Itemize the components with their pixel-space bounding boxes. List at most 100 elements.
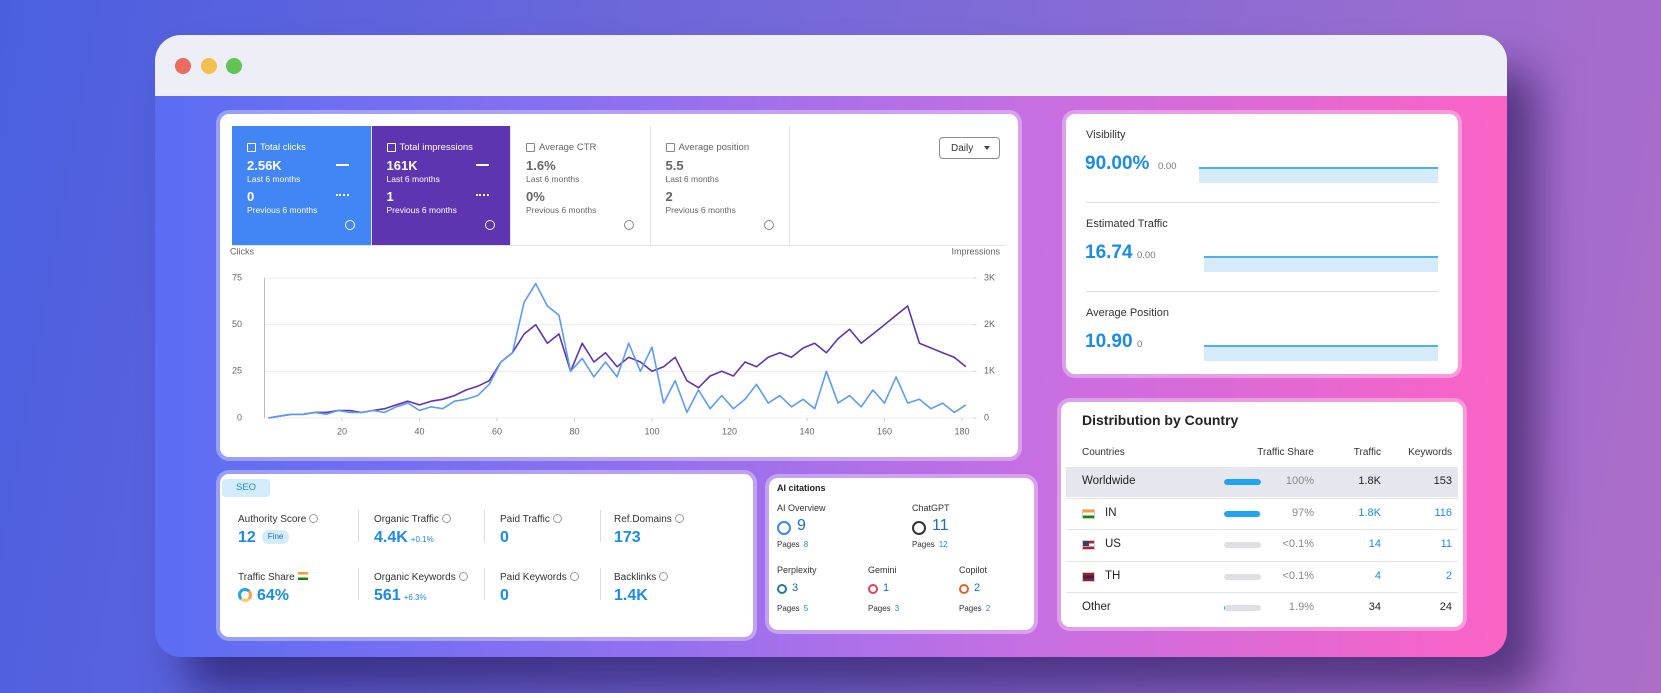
- info-icon[interactable]: [441, 514, 451, 523]
- period-label: Previous 6 months: [247, 205, 318, 215]
- flag: [1082, 540, 1095, 550]
- x-tick-label: 40: [414, 426, 424, 436]
- source-icon: [912, 521, 926, 535]
- citation-count: 3: [792, 582, 799, 594]
- info-icon[interactable]: [309, 514, 319, 523]
- metric-label: Ref.Domains: [614, 514, 684, 525]
- x-tick-label: 20: [337, 426, 347, 436]
- x-tick-label: 60: [492, 426, 502, 436]
- info-icon[interactable]: [458, 572, 468, 581]
- metric-label: Average Position: [1086, 307, 1169, 319]
- metric-value: 173: [614, 529, 641, 546]
- column-divider: [358, 510, 359, 542]
- period-label: Previous 6 months: [386, 205, 457, 215]
- period-label: Last 6 months: [526, 174, 580, 184]
- country-name: Other: [1082, 601, 1111, 613]
- y2-tick-label: 0: [984, 412, 989, 422]
- citation-count: 2: [974, 582, 981, 594]
- y2-tick-label: 3K: [984, 272, 995, 282]
- share-bar-track: [1224, 510, 1261, 517]
- source-name: Gemini: [868, 565, 897, 575]
- period-label: Last 6 months: [386, 174, 440, 184]
- period-label: Previous 6 months: [526, 205, 597, 215]
- metric-label: Estimated Traffic: [1086, 218, 1168, 230]
- line-style-dashed: [336, 194, 349, 196]
- pages-count: 12: [938, 540, 948, 549]
- metric-card[interactable]: Average CTR 1.6% Last 6 months 0% Previous 6…: [511, 126, 651, 245]
- seo-tag: SEO: [222, 479, 270, 497]
- source-icon: [777, 521, 791, 535]
- metric-change: 0.00: [1137, 250, 1156, 261]
- metric-change: 0.00: [1158, 161, 1177, 172]
- keywords: 2: [1445, 569, 1452, 582]
- info-icon[interactable]: [569, 572, 579, 581]
- help-icon[interactable]: [345, 220, 355, 230]
- dropdown-label: Daily: [951, 143, 974, 154]
- keywords: 24: [1439, 601, 1452, 613]
- line-style-solid: [475, 164, 489, 166]
- citation-count: 9: [797, 517, 806, 534]
- metric-change: 0: [1137, 339, 1143, 350]
- title-bar: [155, 35, 1507, 96]
- checkbox: [526, 143, 535, 152]
- share-bar: [1224, 510, 1260, 517]
- metric-value: 90.00%: [1085, 153, 1150, 174]
- info-icon[interactable]: [674, 514, 684, 523]
- y-tick-label: 75: [232, 272, 242, 282]
- y2-tick-label: 2K: [984, 319, 995, 329]
- visibility-panel: Visibility 90.00% 0.00 Estimated Traffic 16.…: [1066, 114, 1458, 374]
- y-tick-label: 50: [232, 319, 242, 329]
- help-icon[interactable]: [763, 220, 774, 230]
- previous-value: 1: [386, 189, 394, 204]
- y-tick-label: 25: [232, 366, 242, 376]
- interval-dropdown[interactable]: Daily: [939, 137, 1000, 159]
- checkbox: [247, 143, 256, 152]
- help-icon[interactable]: [624, 220, 634, 230]
- share-bar: [1224, 605, 1225, 611]
- column-divider: [484, 510, 485, 542]
- pages-label: Pages 8: [777, 540, 809, 549]
- panel-title: AI citations: [777, 483, 826, 493]
- metric-card[interactable]: Total clicks 2.56K Last 6 months 0 Previous …: [232, 126, 372, 245]
- x-tick-label: 140: [799, 426, 814, 436]
- traffic-share: 97%: [1291, 506, 1314, 519]
- metric-value: 0: [500, 529, 509, 546]
- y2-axis-title: Impressions: [951, 246, 1000, 256]
- flag: [1082, 508, 1095, 519]
- country-panel: Distribution by Country Countries Traffic …: [1061, 402, 1463, 627]
- x-tick-label: 180: [954, 426, 969, 436]
- minimize-button[interactable]: [201, 58, 217, 74]
- keywords: 153: [1433, 475, 1452, 487]
- pages-count: 2: [985, 604, 991, 613]
- metric-card[interactable]: Average position 5.5 Last 6 months 2 Previou…: [650, 126, 790, 245]
- close-button[interactable]: [175, 58, 191, 74]
- country-name: Worldwide: [1082, 475, 1136, 487]
- previous-value: 0%: [526, 189, 545, 204]
- data-line: [268, 305, 967, 419]
- help-icon[interactable]: [484, 220, 495, 230]
- metric-card[interactable]: Total impressions 161K Last 6 months 1 Previ…: [371, 126, 511, 245]
- metric-label: Visibility: [1086, 129, 1126, 141]
- x-tick-label: 120: [722, 426, 737, 436]
- info-icon[interactable]: [552, 514, 562, 523]
- column-header: Traffic: [1353, 447, 1381, 458]
- metric-value: 64%: [257, 587, 290, 604]
- previous-value: 0: [247, 189, 255, 204]
- pages-label: Pages 3: [868, 604, 900, 613]
- maximize-button[interactable]: [226, 58, 242, 74]
- share-bar-track: [1224, 479, 1261, 485]
- checkbox: [386, 143, 396, 152]
- metric-value: 1.4K: [614, 587, 648, 604]
- sparkline: [1204, 256, 1438, 272]
- pages-label: Pages 12: [912, 540, 948, 549]
- caret: [984, 146, 990, 150]
- card-label: Average position: [678, 142, 750, 153]
- y2-tick-label: 1K: [984, 366, 995, 376]
- traffic-share: <0.1%: [1282, 569, 1315, 582]
- share-bar: [1224, 479, 1261, 485]
- metric-label: Authority Score: [238, 514, 319, 525]
- column-header: Traffic Share: [1257, 447, 1314, 458]
- info-icon[interactable]: [659, 572, 669, 581]
- share-bar-track: [1224, 605, 1261, 611]
- row-divider: [1066, 497, 1458, 499]
